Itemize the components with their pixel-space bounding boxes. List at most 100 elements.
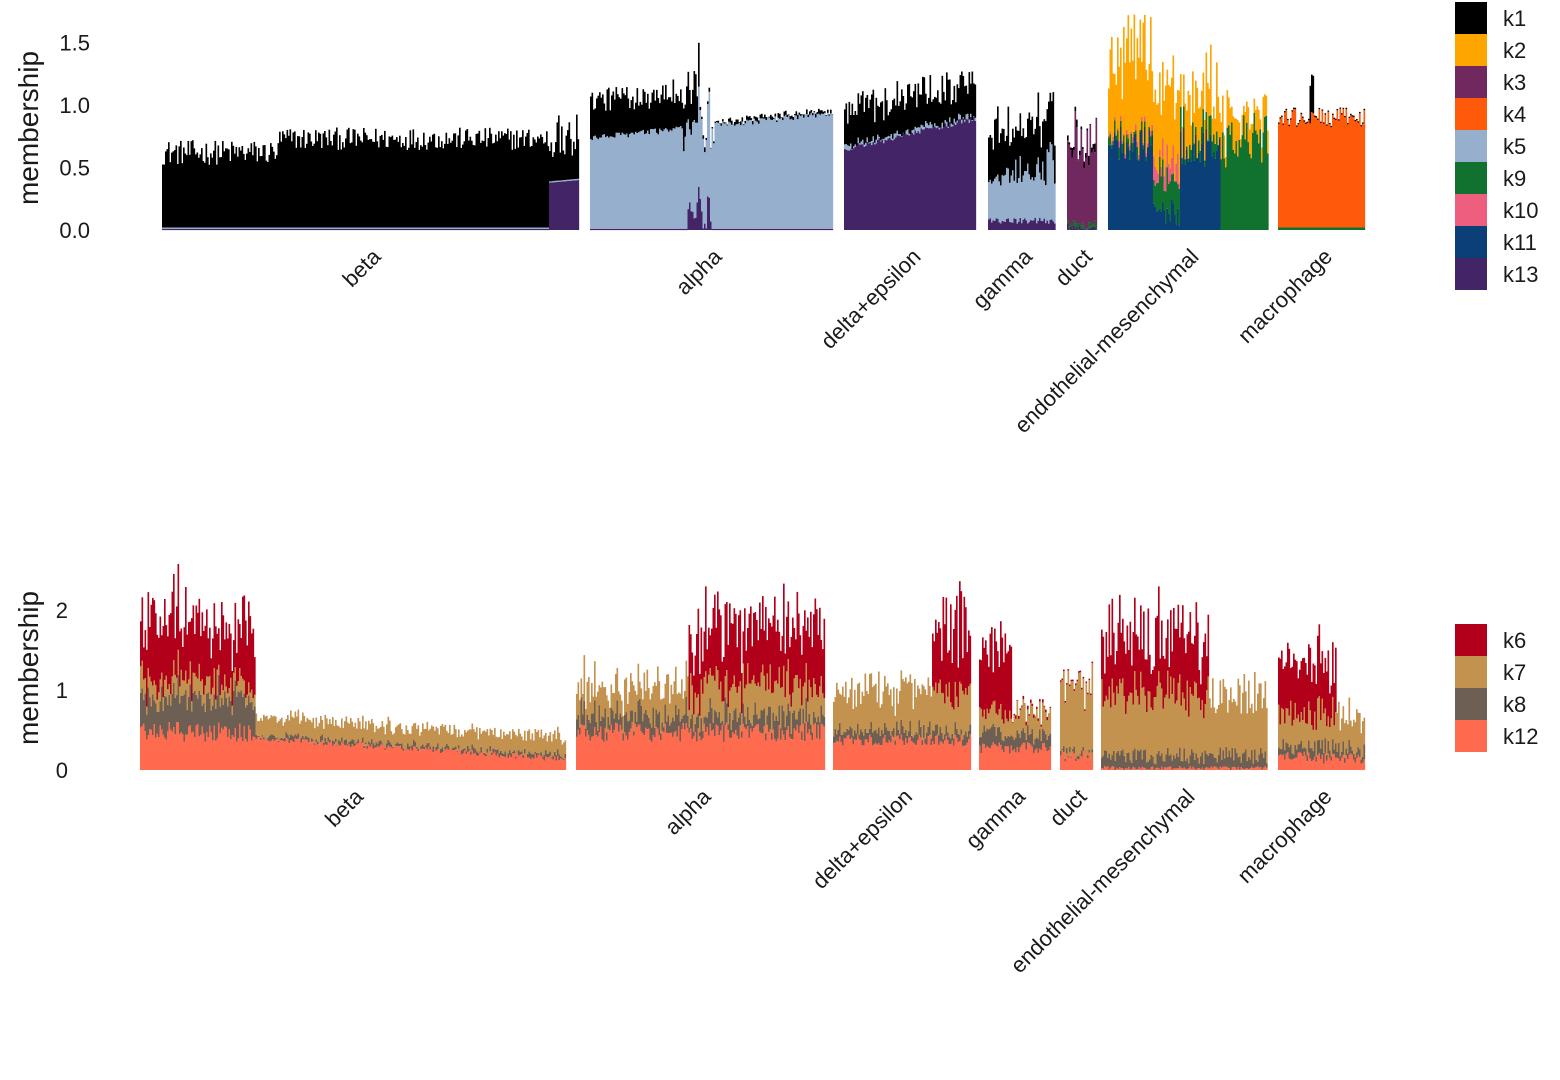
bar-segment-k12	[449, 748, 451, 770]
bar-segment-k5	[525, 227, 527, 229]
bar-segment-k13	[904, 134, 906, 230]
bar-segment-k5	[725, 123, 727, 229]
bar-segment-k8	[1308, 740, 1310, 753]
bar-segment-k8	[347, 744, 349, 746]
bar-segment-k5	[474, 227, 476, 229]
bar-segment-k1	[997, 106, 999, 175]
bar-segment-k8	[1116, 752, 1118, 768]
bar-segment-k5	[602, 134, 604, 229]
bar-segment-k1	[345, 138, 347, 228]
bar-segment-k7	[664, 683, 667, 705]
bar-segment-k7	[486, 729, 489, 749]
bar-segment-k13	[1022, 219, 1025, 230]
bar-segment-k13	[229, 228, 232, 231]
bar-segment-k12	[963, 745, 966, 770]
bar-segment-k4	[1338, 120, 1340, 228]
bar-segment-k6	[786, 616, 788, 672]
bar-segment-k13	[193, 228, 196, 231]
bar-segment-k13	[432, 228, 434, 231]
bar-segment-k8	[684, 714, 686, 730]
bar-segment-k9	[1165, 191, 1167, 224]
bar-segment-k13	[907, 134, 909, 230]
bar-segment-k7	[524, 730, 526, 749]
bar-segment-k1	[893, 98, 896, 134]
bar-segment-k9	[1330, 227, 1333, 230]
bar-segment-k5	[813, 112, 816, 229]
bar-segment-k12	[407, 749, 409, 770]
bar-segment-k13	[519, 228, 521, 231]
bar-segment-k8	[1252, 763, 1255, 768]
bar-segment-k6	[697, 608, 700, 695]
bottom-y-axis-label: membership	[13, 591, 44, 745]
bar-segment-k11	[1171, 199, 1173, 230]
bar-segment-k8	[210, 710, 213, 733]
bar-segment-k8	[1231, 747, 1234, 768]
bar-segment-k7	[390, 731, 393, 745]
bar-segment-k13	[657, 228, 660, 231]
bar-segment-k5	[629, 134, 631, 229]
bar-segment-k8	[1237, 757, 1240, 767]
bar-segment-k7	[168, 684, 171, 695]
bar-segment-k6	[158, 637, 160, 693]
bar-segment-k5	[597, 139, 600, 229]
bar-segment-k8	[1019, 737, 1022, 748]
bar-segment-k11	[1108, 144, 1110, 230]
bar-segment-k5	[737, 124, 739, 229]
bar-segment-k13	[678, 228, 681, 231]
bar-segment-k8	[655, 709, 658, 728]
bar-segment-k7	[814, 684, 817, 718]
bar-segment-k1	[693, 71, 696, 120]
bar-segment-k8	[401, 743, 403, 749]
bar-segment-k6	[1146, 659, 1148, 713]
bar-segment-k5	[165, 227, 167, 229]
bar-segment-k13	[391, 228, 394, 231]
bar-segment-k9	[1363, 227, 1366, 230]
bar-segment-k5	[896, 130, 899, 136]
bar-segment-k1	[908, 83, 911, 134]
bar-segment-k1	[639, 101, 642, 132]
bar-segment-k7	[927, 677, 930, 727]
bar-segment-k8	[1033, 744, 1035, 754]
bar-segment-k8	[435, 746, 438, 751]
bar-segment-k1	[1009, 145, 1011, 183]
bar-segment-k13	[286, 228, 289, 231]
bar-segment-k7	[732, 684, 734, 720]
bar-segment-k1	[926, 103, 929, 124]
bar-segment-k1	[756, 117, 759, 122]
bar-segment-k1	[225, 148, 227, 228]
bar-segment-k13	[887, 138, 890, 230]
bar-segment-k13	[162, 228, 164, 231]
bar-segment-k11	[1165, 223, 1167, 230]
bar-segment-k8	[341, 737, 343, 742]
bar-segment-k12	[1221, 767, 1223, 770]
bar-segment-k5	[205, 227, 208, 229]
bar-segment-k9	[1359, 227, 1361, 230]
bar-segment-k12	[631, 722, 634, 770]
bar-segment-k13	[756, 228, 759, 231]
bar-segment-k7	[790, 706, 793, 734]
bar-segment-k12	[293, 742, 295, 770]
bar-segment-k5	[997, 174, 999, 219]
bar-segment-k12	[435, 750, 438, 770]
bar-segment-k8	[152, 694, 154, 735]
bar-segment-k6	[727, 644, 730, 707]
bar-segment-k4	[1354, 121, 1357, 228]
bar-segment-k9	[1354, 227, 1357, 230]
bar-segment-k5	[893, 133, 896, 140]
bar-segment-k11	[1189, 157, 1191, 230]
bar-segment-k6	[1007, 651, 1010, 722]
bar-segment-k12	[959, 741, 961, 770]
bar-segment-k2	[1207, 82, 1209, 141]
bar-segment-k7	[243, 680, 246, 694]
bar-segment-k1	[172, 151, 175, 228]
bar-segment-k13	[648, 228, 651, 231]
bar-segment-k1	[899, 101, 902, 134]
bar-segment-k7	[684, 691, 686, 715]
bar-segment-k6	[1090, 693, 1092, 696]
bar-segment-k8	[576, 719, 578, 737]
bar-segment-k7	[293, 718, 295, 737]
bar-segment-k10	[1175, 163, 1178, 182]
bar-segment-k8	[985, 731, 987, 748]
bar-segment-k9	[1336, 227, 1339, 230]
bar-segment-k13	[349, 228, 352, 231]
